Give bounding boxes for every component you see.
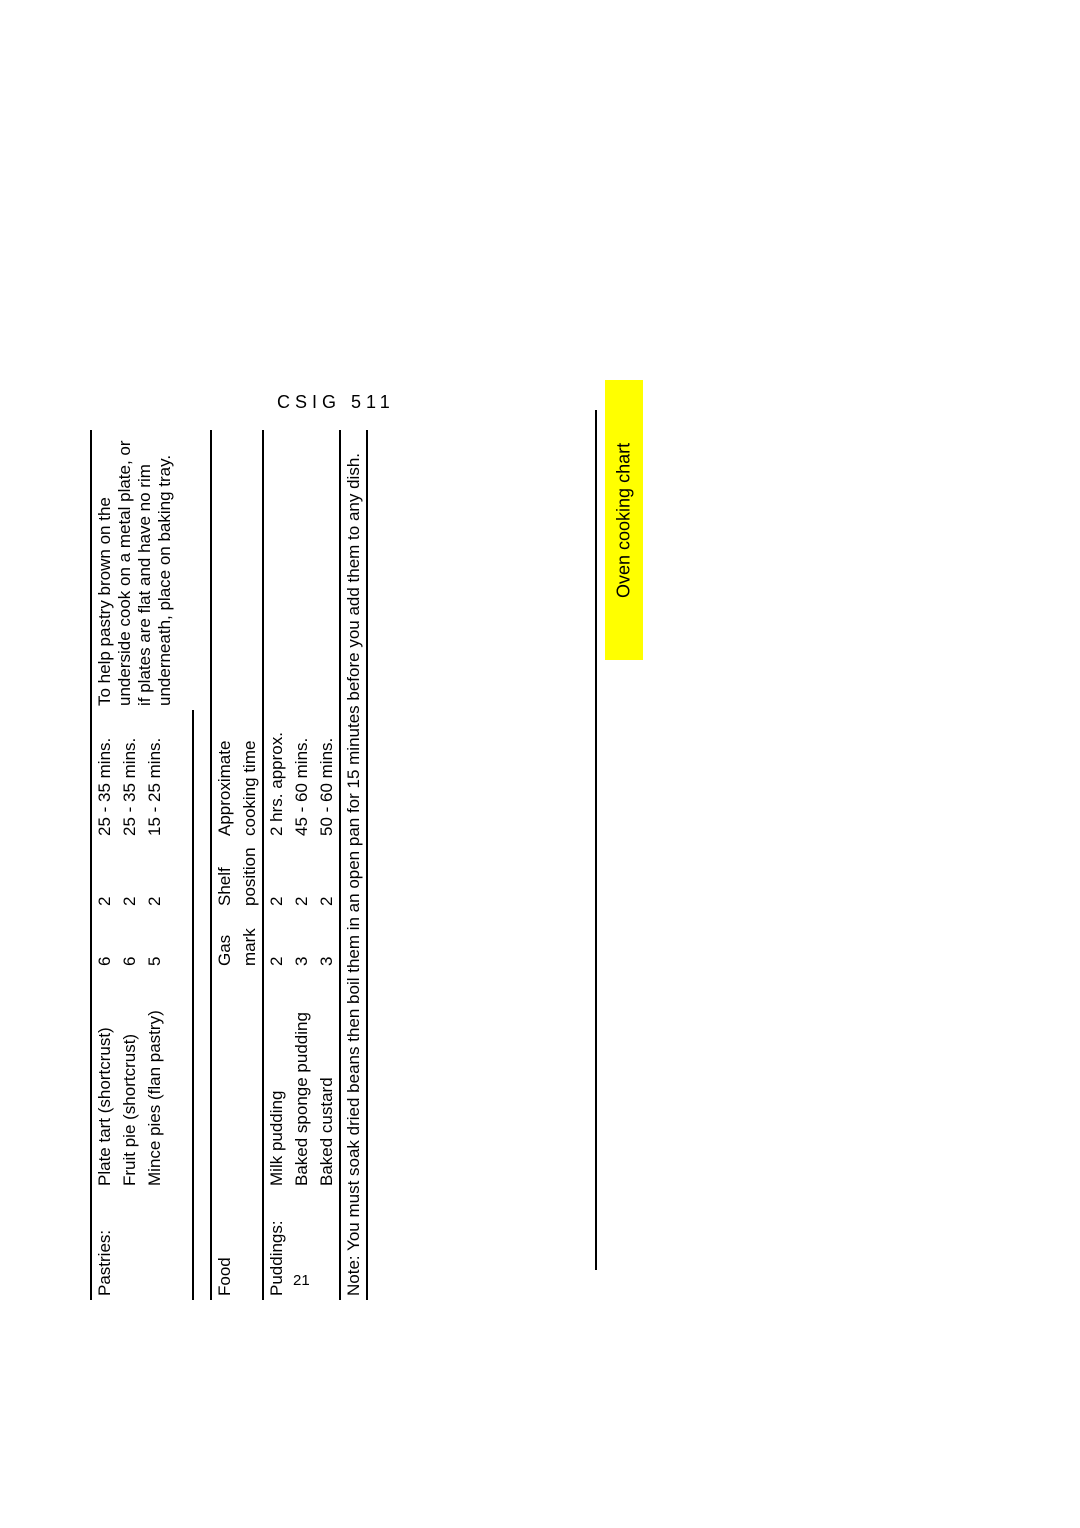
shelf-pos: 2: [117, 840, 142, 910]
cook-time: 15 - 25 mins.: [142, 710, 167, 840]
header-shelf-2: position: [237, 840, 263, 910]
gas-mark: 2: [263, 910, 289, 970]
gas-mark: 6: [117, 910, 142, 970]
vertical-rule: [595, 410, 597, 1270]
pastry-note: To help pastry brown on the underside co…: [91, 430, 193, 710]
header-time-2: cooking time: [237, 710, 263, 840]
cook-time: 25 - 35 mins.: [91, 710, 117, 840]
gas-mark: 5: [142, 910, 167, 970]
food-name: Baked sponge pudding: [289, 970, 314, 1190]
cook-time: 50 - 60 mins.: [314, 710, 340, 840]
header-time: Approximate: [211, 710, 237, 840]
model-header: CSIG 511: [277, 392, 395, 413]
footer-note: Note: You must soak dried beans then boi…: [340, 430, 367, 1300]
cooking-chart-table: Pastries: Plate tart (shortcrust) 6 2 25…: [90, 430, 400, 1300]
shelf-pos: 2: [91, 840, 117, 910]
cook-time: 2 hrs. approx.: [263, 710, 289, 840]
header-gas: Gas: [211, 910, 237, 970]
header-gas-2: mark: [237, 910, 263, 970]
food-name: Baked custard: [314, 970, 340, 1190]
page-number: 21: [293, 1272, 310, 1289]
gas-mark: 3: [314, 910, 340, 970]
shelf-pos: 2: [142, 840, 167, 910]
cook-time: 25 - 35 mins.: [117, 710, 142, 840]
shelf-pos: 2: [289, 840, 314, 910]
gas-mark: 3: [289, 910, 314, 970]
category-puddings: Puddings:: [263, 1190, 289, 1300]
category-pastries: Pastries:: [91, 1190, 117, 1300]
food-name: Milk pudding: [263, 970, 289, 1190]
food-name: Plate tart (shortcrust): [91, 970, 117, 1190]
side-tab: Oven cooking chart: [605, 380, 643, 660]
food-name: Fruit pie (shortcrust): [117, 970, 142, 1190]
food-name: Mince pies (flan pastry): [142, 970, 167, 1190]
shelf-pos: 2: [314, 840, 340, 910]
cook-time: 45 - 60 mins.: [289, 710, 314, 840]
gas-mark: 6: [91, 910, 117, 970]
shelf-pos: 2: [263, 840, 289, 910]
header-shelf: Shelf: [211, 840, 237, 910]
header-food: Food: [211, 1190, 237, 1300]
